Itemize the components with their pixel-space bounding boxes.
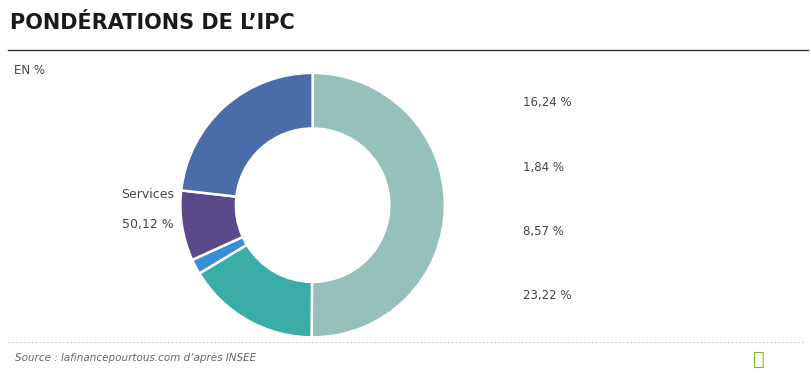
Text: Produits manufacturés: Produits manufacturés <box>522 262 655 275</box>
Text: EN %: EN % <box>15 65 45 77</box>
Wedge shape <box>200 245 311 338</box>
Text: Services: Services <box>121 188 174 201</box>
Wedge shape <box>192 237 247 273</box>
Text: Tabac: Tabac <box>522 134 556 147</box>
Wedge shape <box>181 73 312 197</box>
Text: 16,24 %: 16,24 % <box>522 97 571 109</box>
Text: 1,84 %: 1,84 % <box>522 161 563 173</box>
Text: 50,12 %: 50,12 % <box>122 219 174 232</box>
Text: Source : lafinancepourtous.com d’après INSEE: Source : lafinancepourtous.com d’après I… <box>15 352 255 363</box>
Text: Énergie: Énergie <box>522 197 567 211</box>
Text: 23,22 %: 23,22 % <box>522 289 571 302</box>
Text: 🌿: 🌿 <box>752 350 763 369</box>
Text: PONDÉRATIONS DE L’IPC: PONDÉRATIONS DE L’IPC <box>10 13 294 33</box>
Wedge shape <box>311 73 444 338</box>
Text: 8,57 %: 8,57 % <box>522 225 563 238</box>
Wedge shape <box>180 190 242 260</box>
Text: Alimentation: Alimentation <box>522 70 598 82</box>
